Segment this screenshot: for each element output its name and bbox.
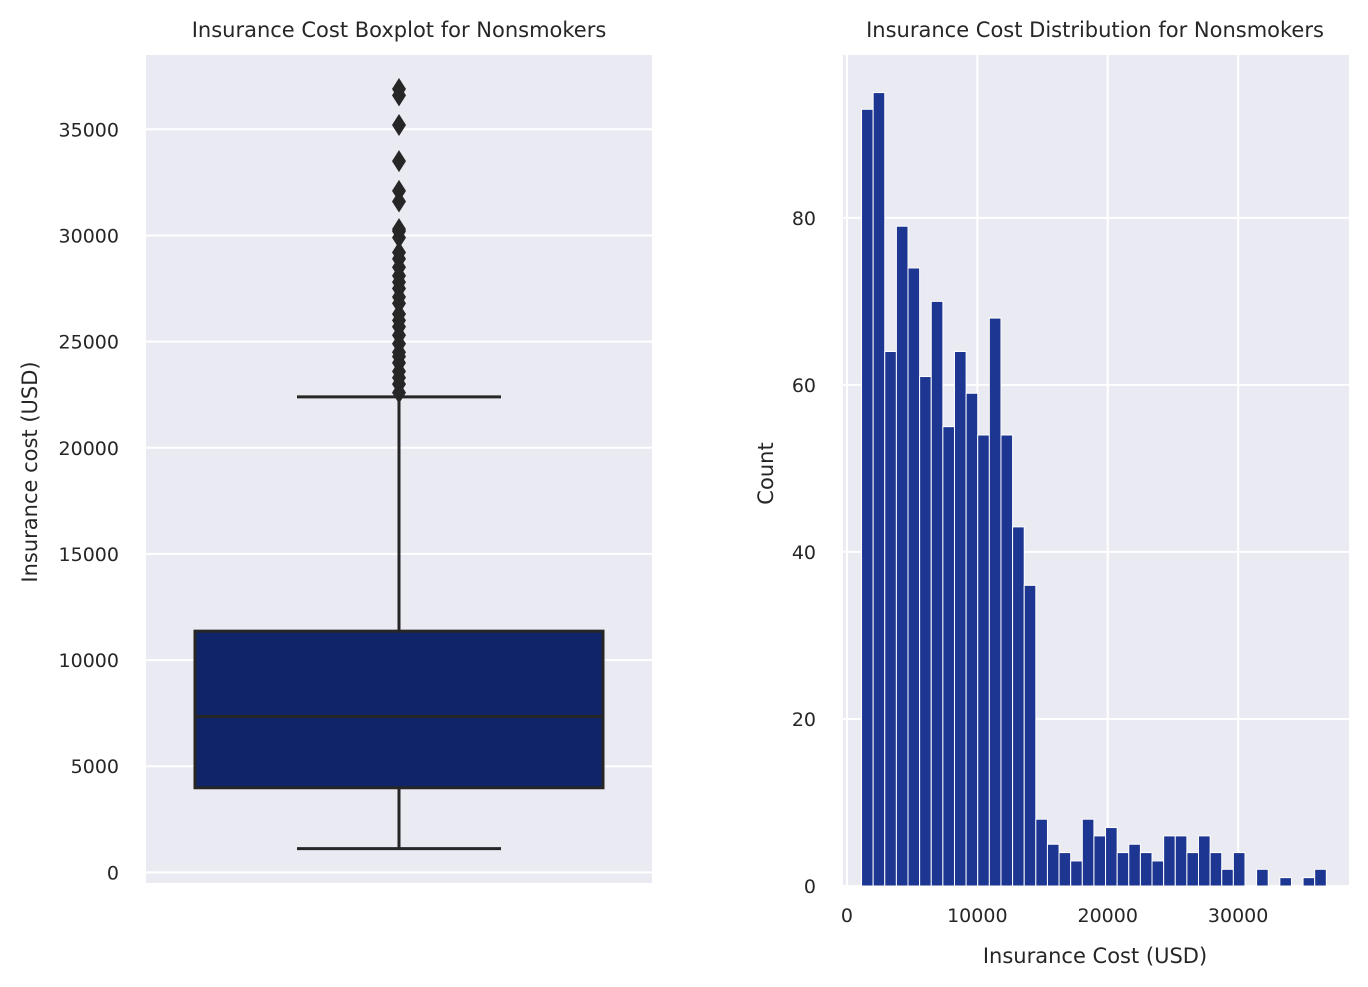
histogram-bar <box>1314 868 1327 887</box>
histogram-axis-ticks: 0 20 40 60 80 0 10000 20000 30000 <box>792 208 1269 927</box>
histogram-bar <box>1174 835 1188 887</box>
boxplot-y-ticks: 0 5000 10000 15000 20000 25000 30000 35000 <box>59 119 119 884</box>
histogram-bar <box>872 92 886 887</box>
histogram-bar <box>1105 827 1118 887</box>
histogram-x-tick-label: 0 <box>841 905 853 927</box>
histogram-bar <box>930 300 944 887</box>
histogram-y-tick-label: 80 <box>792 208 816 230</box>
histogram-bar <box>1035 818 1048 887</box>
histogram-bar <box>977 434 990 887</box>
boxplot-outlier-point <box>392 114 406 137</box>
histogram-x-tick-label: 10000 <box>947 905 1007 927</box>
boxplot-y-tick-label: 20000 <box>59 438 119 460</box>
histogram-bar <box>1139 852 1153 887</box>
histogram-bar <box>1023 584 1037 887</box>
boxplot-y-tick-label: 5000 <box>71 756 119 778</box>
histogram-y-axis-label: Count <box>754 442 778 504</box>
histogram-bars <box>861 92 1327 887</box>
histogram-y-tick-label: 60 <box>792 375 816 397</box>
histogram-x-tick-label: 30000 <box>1208 905 1268 927</box>
histogram-chart: 0 20 40 60 80 0 10000 20000 30000 Insurance Cost… <box>754 18 1349 968</box>
histogram-bar <box>988 317 1002 887</box>
histogram-y-tick-label: 40 <box>792 542 816 564</box>
histogram-bar <box>1163 835 1176 887</box>
histogram-y-tick-label: 0 <box>804 876 816 898</box>
boxplot-y-tick-label: 15000 <box>59 544 119 566</box>
histogram-bar <box>1221 868 1234 887</box>
histogram-bar <box>1256 868 1269 887</box>
boxplot-title: Insurance Cost Boxplot for Nonsmokers <box>192 18 607 42</box>
boxplot-y-tick-label: 25000 <box>59 332 119 354</box>
histogram-y-tick-label: 20 <box>792 709 816 731</box>
histogram-bar <box>1198 835 1211 887</box>
histogram-bar <box>965 392 979 887</box>
histogram-bar <box>919 376 932 887</box>
histogram-bar <box>1209 852 1223 887</box>
boxplot-outlier-point <box>392 241 406 264</box>
boxplot-y-tick-label: 0 <box>107 862 119 884</box>
boxplot-box <box>193 629 605 790</box>
histogram-bar <box>953 350 967 887</box>
boxplot-chart: 0 5000 10000 15000 20000 25000 30000 35000 Insu… <box>18 18 652 884</box>
boxplot-outlier-point <box>392 218 406 241</box>
histogram-bar <box>1012 526 1025 887</box>
histogram-x-axis-label: Insurance Cost (USD) <box>983 944 1207 968</box>
boxplot-outlier-point <box>392 77 406 100</box>
histogram-bar <box>1116 852 1130 887</box>
boxplot-marks <box>193 77 605 851</box>
histogram-bar <box>1046 843 1060 887</box>
histogram-bar <box>895 225 909 887</box>
histogram-bar <box>1081 818 1095 887</box>
boxplot-y-tick-label: 10000 <box>59 650 119 672</box>
histogram-title: Insurance Cost Distribution for Nonsmoke… <box>866 18 1324 42</box>
histogram-bar <box>1186 852 1200 887</box>
boxplot-y-tick-label: 30000 <box>59 225 119 247</box>
boxplot-y-axis-label: Insurance cost (USD) <box>18 361 42 582</box>
histogram-bar <box>1058 852 1072 887</box>
boxplot-y-tick-label: 35000 <box>59 119 119 141</box>
histogram-bar <box>1070 860 1083 887</box>
histogram-bar <box>942 426 955 887</box>
histogram-bar <box>1128 843 1141 887</box>
histogram-bar <box>1000 434 1014 887</box>
histogram-bar <box>1232 852 1246 887</box>
histogram-bar <box>1279 877 1292 887</box>
histogram-bar <box>884 350 897 887</box>
histogram-bar <box>1302 877 1316 887</box>
boxplot-outlier-point <box>392 179 406 202</box>
histogram-x-tick-label: 20000 <box>1078 905 1138 927</box>
histogram-bar <box>861 108 874 887</box>
histogram-bar <box>1093 835 1107 887</box>
histogram-bar <box>1151 860 1165 887</box>
histogram-bar <box>907 267 921 887</box>
boxplot-outlier-point <box>392 150 406 173</box>
